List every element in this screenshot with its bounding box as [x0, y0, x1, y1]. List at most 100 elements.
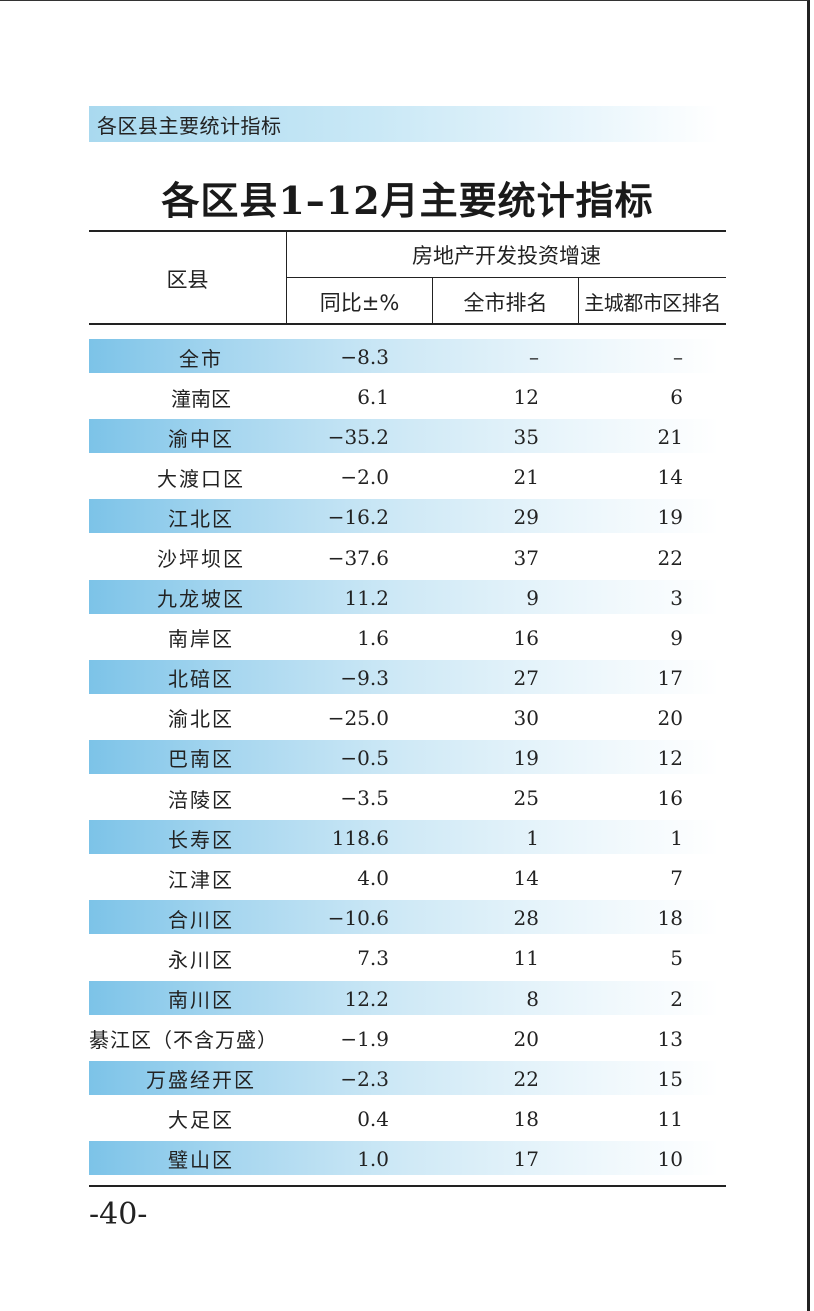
page-number: -40- — [89, 1197, 148, 1232]
region-cell: 南川区 — [168, 988, 234, 1013]
table-row: 北碚区 −9.3 27 17 — [89, 658, 726, 698]
table-row: 渝中区 −35.2 35 21 — [89, 417, 726, 457]
growth-cell: 0.4 — [357, 1106, 389, 1131]
city-rank-cell: 8 — [526, 986, 539, 1011]
region-cell: 渝北区 — [168, 707, 234, 732]
growth-cell: −16.2 — [327, 505, 389, 530]
growth-cell: 6.1 — [357, 385, 389, 410]
region-cell: 大足区 — [168, 1108, 234, 1133]
city-rank-cell: 37 — [513, 545, 539, 570]
table-row: 涪陵区 −3.5 25 16 — [89, 778, 726, 818]
region-cell: 涪陵区 — [168, 787, 234, 812]
table-row: 九龙坡区 11.2 9 3 — [89, 578, 726, 618]
main-city-rank-cell: 21 — [657, 425, 683, 450]
header-city-rank: 全市排名 — [433, 278, 579, 325]
main-city-rank-cell: 2 — [670, 986, 683, 1011]
region-cell: 江津区 — [168, 867, 234, 892]
city-rank-cell: 1 — [526, 826, 539, 851]
table-row: 江北区 −16.2 29 19 — [89, 497, 726, 537]
growth-cell: 7.3 — [357, 946, 389, 971]
city-rank-cell: 11 — [513, 946, 539, 971]
main-city-rank-cell: 9 — [670, 625, 683, 650]
region-cell: 九龙坡区 — [157, 587, 245, 612]
growth-cell: −10.6 — [327, 906, 389, 931]
growth-cell: 4.0 — [357, 866, 389, 891]
city-rank-cell: 17 — [513, 1146, 539, 1171]
growth-cell: 1.6 — [357, 625, 389, 650]
region-cell: 大渡口区 — [157, 466, 245, 491]
growth-cell: −2.3 — [340, 1066, 389, 1091]
table-row: 合川区 −10.6 28 18 — [89, 898, 726, 938]
table-row: 大足区 0.4 18 11 — [89, 1099, 726, 1139]
main-city-rank-cell: 5 — [670, 946, 683, 971]
region-cell: 全市 — [179, 346, 223, 371]
table-row: 潼南区 6.1 12 6 — [89, 377, 726, 417]
table-row: 大渡口区 −2.0 21 14 — [89, 457, 726, 497]
table-row: 璧山区 1.0 17 10 — [89, 1139, 726, 1179]
table-body: 全市 −8.3– – 潼南区 6.1 12 6 渝中区 −35.2 35 21 大渡口区 −2.0 21 1… — [89, 325, 726, 1179]
region-cell: 渝中区 — [168, 426, 234, 451]
growth-cell: −25.0 — [327, 705, 389, 730]
growth-cell: −35.2 — [327, 425, 389, 450]
main-city-rank-cell: 10 — [657, 1146, 683, 1171]
city-rank-cell: 21 — [513, 465, 539, 490]
main-city-rank-cell: 13 — [657, 1026, 683, 1051]
city-rank-cell: 16 — [513, 625, 539, 650]
growth-cell: 118.6 — [331, 826, 389, 851]
main-city-rank-cell: 14 — [657, 465, 683, 490]
city-rank-cell: 25 — [513, 786, 539, 811]
city-rank-cell: 22 — [513, 1066, 539, 1091]
main-city-rank-cell: 18 — [657, 906, 683, 931]
main-city-rank-cell: 11 — [657, 1106, 683, 1131]
main-city-rank-cell: 3 — [670, 585, 683, 610]
main-city-rank-cell: 20 — [657, 705, 683, 730]
header-main-city-rank: 主城都市区排名 — [584, 291, 721, 315]
growth-cell: 1.0 — [357, 1146, 389, 1171]
table-bottom-rule — [89, 1184, 726, 1187]
region-cell: 北碚区 — [168, 667, 234, 692]
growth-cell: −1.9 — [340, 1026, 389, 1051]
growth-cell: −3.5 — [340, 786, 389, 811]
table-row: 沙坪坝区 −37.6 37 22 — [89, 537, 726, 577]
header-region: 区县 — [89, 232, 287, 325]
main-city-rank-cell: 19 — [657, 505, 683, 530]
city-rank-cell: 18 — [513, 1106, 539, 1131]
main-city-rank-cell: – — [673, 345, 683, 370]
table-row: 渝北区 −25.0 30 20 — [89, 698, 726, 738]
region-cell: 璧山区 — [168, 1148, 234, 1173]
table-row: 长寿区 118.6 1 1 — [89, 818, 726, 858]
table-title: 各区县1–12月主要统计指标 — [161, 178, 654, 223]
region-cell: 綦江区（不含万盛） — [89, 1028, 278, 1053]
region-cell: 永川区 — [168, 947, 234, 972]
growth-cell: −37.6 — [327, 545, 389, 570]
table-header: 区县 房地产开发投资增速 同比±% 全市排名 主城都市区排名 — [89, 230, 726, 325]
table-row: 巴南区 −0.5 19 12 — [89, 738, 726, 778]
table-row: 万盛经开区 −2.3 22 15 — [89, 1059, 726, 1099]
table-row: 綦江区（不含万盛） −1.9 20 13 — [89, 1019, 726, 1059]
region-cell: 长寿区 — [168, 827, 234, 852]
region-cell: 万盛经开区 — [146, 1068, 256, 1093]
main-city-rank-cell: 6 — [670, 385, 683, 410]
region-cell: 沙坪坝区 — [157, 547, 245, 572]
growth-cell: 12.2 — [344, 986, 389, 1011]
table-row: 南川区 12.2 8 2 — [89, 979, 726, 1019]
growth-cell: −9.3 — [340, 665, 389, 690]
main-city-rank-cell: 15 — [657, 1066, 683, 1091]
section-banner-label: 各区县主要统计指标 — [97, 113, 282, 138]
main-city-rank-cell: 22 — [657, 545, 683, 570]
main-city-rank-cell: 12 — [657, 745, 683, 770]
table-row: 永川区 7.3 11 5 — [89, 938, 726, 978]
city-rank-cell: 35 — [513, 425, 539, 450]
region-cell: 潼南区 — [171, 386, 231, 411]
city-rank-cell: 9 — [526, 585, 539, 610]
growth-cell: −0.5 — [340, 745, 389, 770]
city-rank-cell: 27 — [513, 665, 539, 690]
main-city-rank-cell: 16 — [657, 786, 683, 811]
growth-cell: −2.0 — [340, 465, 389, 490]
table-row: 江津区 4.0 14 7 — [89, 858, 726, 898]
city-rank-cell: 14 — [513, 866, 539, 891]
main-city-rank-cell: 7 — [670, 866, 683, 891]
region-cell: 合川区 — [168, 907, 234, 932]
main-city-rank-cell: 1 — [670, 826, 683, 851]
region-cell: 巴南区 — [168, 747, 234, 772]
